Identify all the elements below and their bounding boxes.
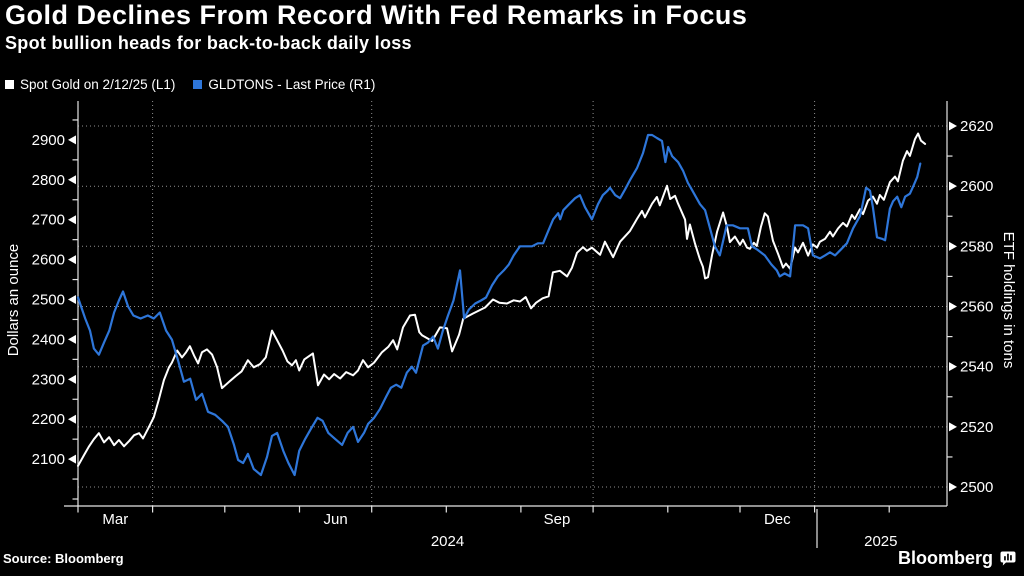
svg-text:2620: 2620 — [960, 118, 993, 135]
x-axis-month-label: Dec — [764, 511, 791, 528]
x-axis-month-label: Mar — [102, 511, 128, 528]
svg-text:2600: 2600 — [32, 252, 65, 269]
svg-text:2560: 2560 — [960, 299, 993, 316]
chart-title: Gold Declines From Record With Fed Remar… — [5, 0, 748, 30]
bloomberg-logo-icon — [1000, 551, 1016, 566]
svg-text:2200: 2200 — [32, 411, 65, 428]
x-axis-ticks: Mar Jun Sep Dec 2024 2025 — [77, 506, 897, 550]
legend-label: Spot Gold on 2/12/25 (L1) — [20, 77, 176, 92]
chart-subtitle: Spot bullion heads for back-to-back dail… — [5, 33, 412, 53]
svg-text:2500: 2500 — [32, 292, 65, 309]
left-axis-caption: Dollars an ounce — [5, 243, 22, 357]
svg-text:2800: 2800 — [32, 172, 65, 189]
source-attribution: Source: Bloomberg — [3, 551, 124, 566]
svg-text:2400: 2400 — [32, 331, 65, 348]
series-line-1 — [76, 133, 922, 477]
x-axis-year-label: 2024 — [431, 533, 464, 550]
svg-text:2100: 2100 — [32, 451, 65, 468]
right-axis-ticks: 2500 2520 2540 2560 2580 2600 2620 — [947, 118, 993, 496]
left-axis-ticks: 2100 2200 2300 2400 2500 2600 2700 2800 2900 — [32, 119, 78, 500]
svg-text:2900: 2900 — [32, 132, 65, 149]
svg-text:2580: 2580 — [960, 238, 993, 255]
series-line-0 — [77, 132, 927, 467]
svg-text:2520: 2520 — [960, 419, 993, 436]
svg-text:2540: 2540 — [960, 359, 993, 376]
bloomberg-brand: Bloomberg — [898, 548, 1016, 569]
legend-item-1: GLDTONS - Last Price (R1) — [193, 77, 375, 92]
x-axis-year-label: 2025 — [864, 533, 897, 550]
svg-text:2500: 2500 — [960, 479, 993, 496]
gridlines — [78, 101, 947, 506]
legend: Spot Gold on 2/12/25 (L1) GLDTONS - Last … — [5, 77, 375, 92]
x-axis-month-label: Sep — [544, 511, 571, 528]
legend-swatch-icon — [193, 80, 203, 89]
right-axis-caption: ETF holdings in tons — [1000, 231, 1017, 369]
x-axis-month-label: Jun — [324, 511, 348, 528]
legend-swatch-icon — [5, 80, 14, 89]
bloomberg-wordmark: Bloomberg — [897, 548, 993, 568]
legend-item-0: Spot Gold on 2/12/25 (L1) — [5, 77, 175, 92]
legend-label: GLDTONS - Last Price (R1) — [208, 77, 376, 92]
svg-text:2700: 2700 — [32, 212, 65, 229]
svg-text:2300: 2300 — [32, 371, 65, 388]
axis-frame — [64, 101, 948, 507]
svg-text:2600: 2600 — [960, 178, 993, 195]
